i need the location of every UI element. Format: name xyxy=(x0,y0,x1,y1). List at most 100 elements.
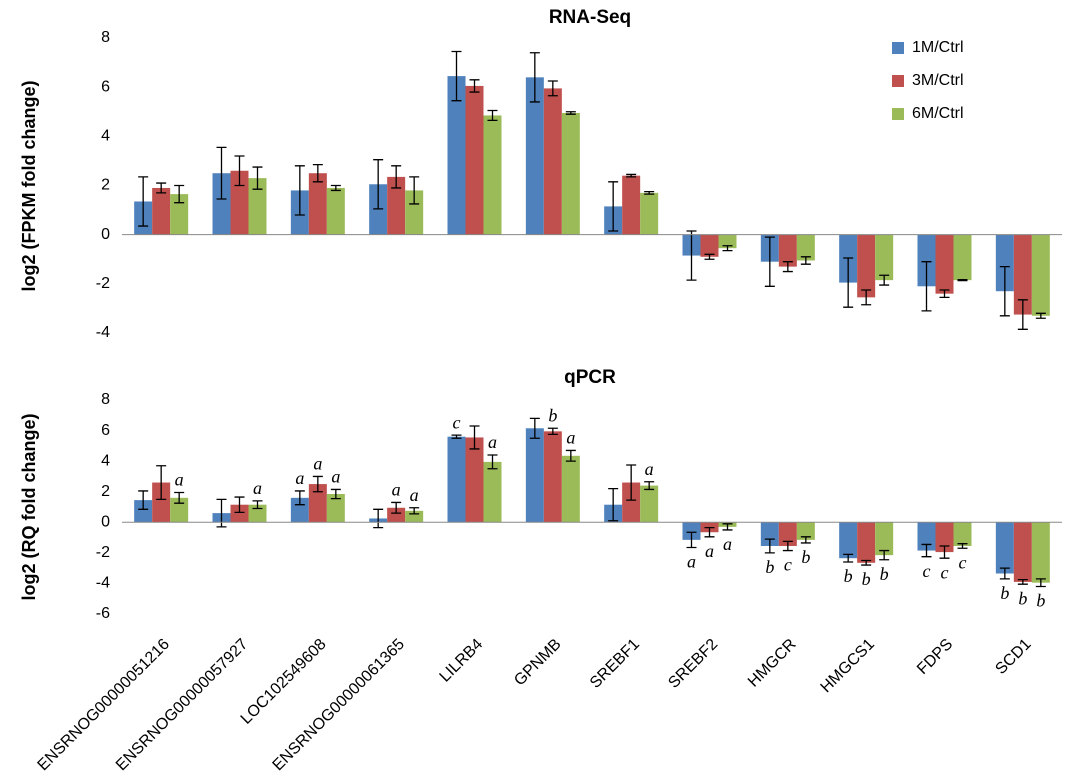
bar xyxy=(152,187,171,235)
bar xyxy=(561,112,580,235)
error-bar xyxy=(704,526,715,538)
significance-letter: b xyxy=(765,557,774,577)
error-bar xyxy=(469,79,480,93)
x-tick-label: ENSRNOG00000057927 xyxy=(113,636,252,775)
bar xyxy=(447,436,466,523)
y-tick-label: 0 xyxy=(101,226,110,243)
error-bar xyxy=(252,500,263,510)
error-bar xyxy=(704,253,715,260)
error-bar xyxy=(156,182,167,194)
significance-letter: b xyxy=(862,569,871,589)
legend-swatch xyxy=(892,75,904,87)
error-bar xyxy=(921,261,932,312)
error-bar xyxy=(409,176,420,205)
x-tick-label: GPNMB xyxy=(511,636,565,690)
error-bar xyxy=(234,496,245,513)
significance-letter: a xyxy=(410,485,419,505)
error-bar xyxy=(138,490,149,510)
bar xyxy=(465,85,484,235)
bar xyxy=(917,234,936,287)
legend-label: 1M/Ctrl xyxy=(912,39,964,56)
error-bar xyxy=(861,559,872,566)
error-bar xyxy=(1035,578,1046,588)
x-tick-label: ENSRNOG00000061365 xyxy=(270,636,409,775)
error-bar xyxy=(216,146,227,200)
bar xyxy=(953,234,972,281)
significance-letter: b xyxy=(880,564,889,584)
chart-title: RNA-Seq xyxy=(549,7,631,28)
error-bar xyxy=(921,543,932,558)
y-tick-label: -4 xyxy=(96,575,110,592)
significance-letter: a xyxy=(488,432,497,452)
error-bar xyxy=(1017,299,1028,330)
significance-letter: c xyxy=(959,552,967,572)
significance-letter: a xyxy=(392,480,401,500)
error-bar xyxy=(843,257,854,308)
error-bar xyxy=(764,538,775,554)
y-tick-label: 8 xyxy=(101,29,110,46)
legend-swatch xyxy=(892,108,904,120)
bar xyxy=(682,522,701,540)
x-tick-label: LILRB4 xyxy=(437,636,487,686)
significance-letter: a xyxy=(723,534,732,554)
bar xyxy=(640,485,659,523)
significance-letter: c xyxy=(453,412,461,432)
x-tick-label: SREBF2 xyxy=(665,636,721,692)
error-bar xyxy=(565,449,576,462)
error-bar xyxy=(547,427,558,436)
bar xyxy=(839,522,858,559)
bar xyxy=(778,234,797,267)
legend-label: 3M/Ctrl xyxy=(912,72,964,89)
error-bar xyxy=(764,236,775,287)
error-bar xyxy=(252,166,263,190)
bar xyxy=(405,190,424,235)
error-bar xyxy=(722,523,733,531)
error-bar xyxy=(686,531,697,549)
error-bar xyxy=(686,230,697,281)
error-bar xyxy=(957,543,968,549)
bar xyxy=(152,482,171,523)
error-bar xyxy=(957,279,968,282)
error-bar xyxy=(722,245,733,252)
bar xyxy=(248,178,267,235)
bar xyxy=(134,500,153,523)
error-bar xyxy=(782,540,793,552)
error-bar xyxy=(547,80,558,97)
y-tick-label: 6 xyxy=(101,422,110,439)
x-tick-label: HMGCR xyxy=(745,636,800,691)
bar xyxy=(465,437,484,523)
error-bar xyxy=(626,464,637,501)
error-bar xyxy=(174,184,185,204)
error-bar xyxy=(451,50,462,102)
bar xyxy=(326,494,345,523)
y-tick-label: -2 xyxy=(96,544,110,561)
legend-swatch xyxy=(892,42,904,54)
error-bar xyxy=(312,475,323,493)
legend-label: 6M/Ctrl xyxy=(912,105,964,122)
error-bar xyxy=(800,536,811,544)
error-bar xyxy=(330,184,341,192)
error-bar xyxy=(1017,578,1028,585)
y-tick-label: 8 xyxy=(101,391,110,408)
error-bar xyxy=(451,434,462,439)
bar xyxy=(405,510,424,523)
bar xyxy=(935,522,954,553)
bar xyxy=(995,234,1014,292)
error-bar xyxy=(529,417,540,439)
bar xyxy=(796,522,815,540)
error-bar xyxy=(469,425,480,450)
significance-letter: a xyxy=(645,459,654,479)
bar xyxy=(483,461,502,523)
significance-letter: a xyxy=(331,467,340,487)
significance-letter: a xyxy=(253,478,262,498)
y-axis-label: log2 (RQ fold change) xyxy=(19,413,39,600)
bar xyxy=(290,497,309,523)
y-tick-label: -6 xyxy=(96,605,110,622)
error-bar xyxy=(294,490,305,506)
significance-letter: b xyxy=(1018,588,1027,608)
error-bar xyxy=(565,111,576,115)
y-tick-label: 2 xyxy=(101,483,110,500)
error-bar xyxy=(608,181,619,232)
error-bar xyxy=(879,549,890,561)
